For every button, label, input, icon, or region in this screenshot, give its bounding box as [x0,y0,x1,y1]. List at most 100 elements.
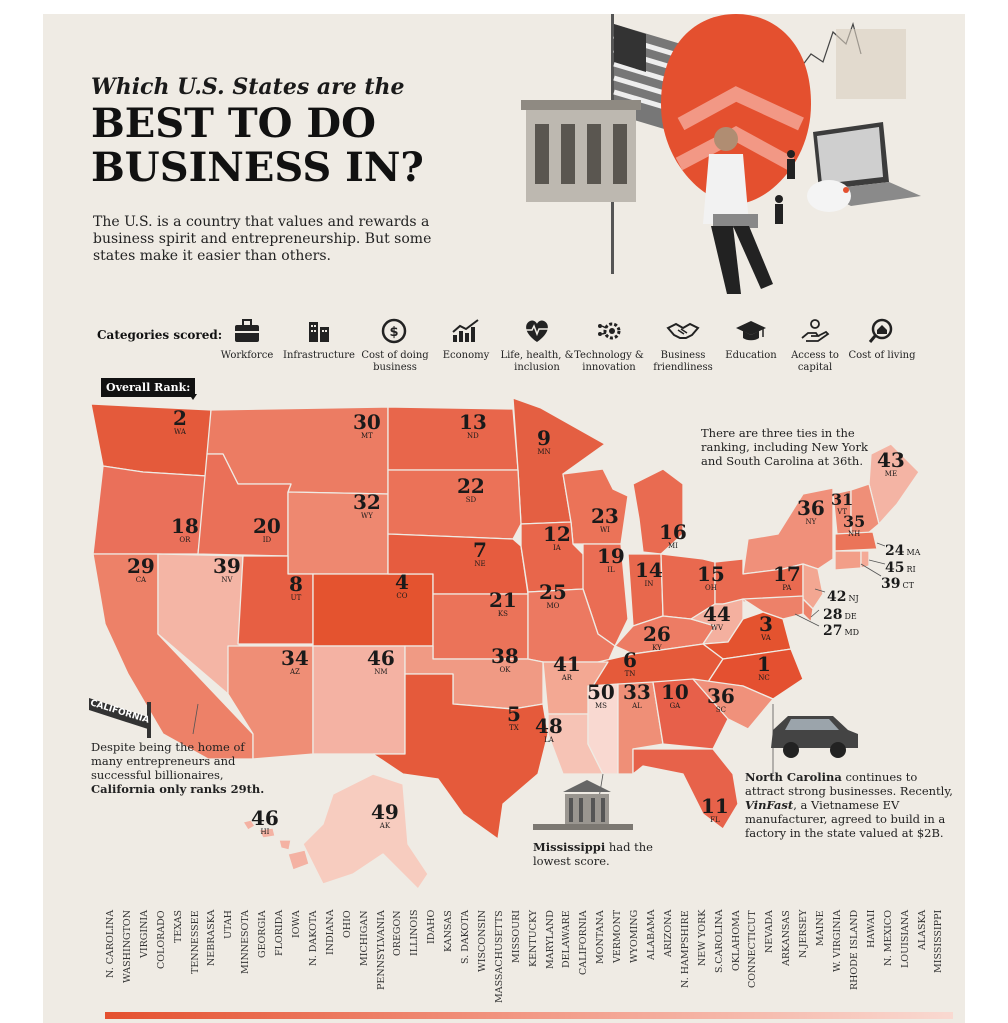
category-business-friendliness: Business friendliness [643,318,723,374]
dollar-icon: $ [381,318,407,344]
ranking-state-name: MASSACHUSETTS [493,910,505,1003]
state-HI-2 [258,827,276,839]
ranking-state-name: TEXAS [172,910,184,944]
state-label-ri: 45 RI [885,560,916,576]
state-label-ia: 12 IA [543,522,571,552]
ranking-state-name: LOUISIANA [899,910,911,969]
state-label-co: 4 CO [395,570,409,600]
ranking-state-name: MAINE [815,910,827,946]
note-mississippi: Mississippi had the lowest score. [533,840,653,868]
state-label-tn: 6 TN [623,648,637,678]
note-north-carolina: North Carolina continues to attract stro… [745,770,953,840]
state-label-nd: 13 ND [459,410,487,440]
ranking-state-name: RHODE ISLAND [848,910,860,991]
title-line1: Which U.S. States are the [91,74,405,100]
street-sign-icon: CALIFORNIA [89,698,151,738]
svg-text:$: $ [389,325,398,340]
state-GA [652,678,729,750]
ranking-state-name: OREGON [392,910,404,956]
ranking-state-name: ALASKA [916,910,928,951]
state-label-wi: 23 WI [591,504,619,534]
category-access-to-capital: Access to capital [775,318,855,374]
handshake-icon [666,322,700,339]
ranking-state-name: ARIZONA [662,910,674,958]
state-label-va: 3 VA [759,612,773,642]
state-label-la: 48 LA [535,714,563,744]
ranking-state-name: MARYLAND [544,910,556,969]
note-california: Despite being the home of many entrepren… [91,740,265,796]
state-label-in: 14 IN [635,558,663,588]
state-label-nm: 46 NM [367,646,395,676]
state-TX [372,673,549,840]
ranking-state-name: IOWA [290,910,302,938]
state-label-ut: 8 UT [289,572,303,602]
heartbeat-icon [526,320,548,342]
hand-coin-icon [801,319,830,342]
ranking-state-name: HAWAII [865,910,877,949]
category-cost-of-living: Cost of living [842,318,922,362]
state-label-ok: 38 OK [491,644,519,674]
state-NH [850,483,880,540]
ranking-state-name: CALIFORNIA [578,910,590,975]
state-HI-1 [242,819,256,831]
ranking-state-name: VIRGINIA [138,910,150,959]
overall-rank-label: Overall Rank: [101,378,196,397]
chart-line-icon [770,21,906,99]
ranking-legend: N. CAROLINA WASHINGTON VIRGINIA COLORADO TEX… [105,910,945,1020]
state-label-ca: 29 CA [127,554,155,584]
category-technology: Technology & innovation [569,318,649,374]
state-label-nj: 42 NJ [827,589,859,605]
rank-label-pointer [189,394,197,400]
category-education: Education [711,318,791,362]
state-SC [692,678,774,730]
state-label-mt: 30 MT [353,410,381,440]
state-label-il: 19 IL [597,544,625,574]
note-ties: There are three ties in the ranking, inc… [701,426,868,468]
state-label-wy: 32 WY [353,490,381,520]
ranking-state-name: FLORIDA [274,910,286,957]
ranking-state-name: S. DAKOTA [460,910,472,964]
ranking-state-name: WYOMING [629,910,641,964]
state-label-az: 34 AZ [281,646,309,676]
state-CT [834,550,862,571]
state-HI-3 [278,839,292,851]
state-ID [197,453,292,557]
state-label-fl: 11 FL [701,794,729,824]
state-NJ [802,563,824,610]
walking-people-icon [775,150,795,224]
intro-text: The U.S. is a country that values and re… [93,214,432,264]
ranking-state-name: MINNESOTA [240,910,252,975]
ranking-state-name: MONTANA [595,910,607,964]
category-infrastructure: Infrastructure [279,318,359,362]
state-label-oh: 15 OH [697,562,725,592]
ranking-state-name: MISSOURI [510,910,522,964]
ranking-state-name: KENTUCKY [527,910,539,968]
ranking-state-name: ILLINOIS [409,910,421,957]
ranking-state-name: TENNESSEE [189,910,201,974]
ranking-state-name: N. HAMPSHIRE [679,910,691,988]
state-label-ct: 39 CT [881,576,914,592]
state-label-nv: 39 NV [213,554,241,584]
state-label-vt: 31 VT [831,490,854,516]
category-workforce: Workforce [207,318,287,362]
ranking-state-name: WASHINGTON [121,910,133,984]
ranking-state-name: NEVADA [764,910,776,953]
ranking-state-name: DELAWARE [561,910,573,968]
state-label-hi: 46 HI [251,806,279,836]
state-label-ne: 7 NE [473,538,487,568]
businessman-figure [703,127,773,294]
state-label-al: 33 AL [623,680,651,710]
piggy-bank-icon [807,180,851,212]
state-label-mo: 25 MO [539,580,567,610]
category-economy: Economy [426,318,506,362]
magnifier-house-icon [868,318,893,343]
state-FL [632,748,739,830]
state-label-ar: 41 AR [553,652,581,682]
ranking-state-name: MISSISSIPPI [933,910,945,974]
state-label-nh: 35 NH [843,512,866,538]
ranking-state-name: WISCONSIN [476,910,488,972]
capitol-building-icon [533,780,633,830]
category-life-health: Life, health, & inclusion [497,318,577,374]
state-MS [587,683,619,775]
us-map: CALIFORNIA [89,397,920,890]
